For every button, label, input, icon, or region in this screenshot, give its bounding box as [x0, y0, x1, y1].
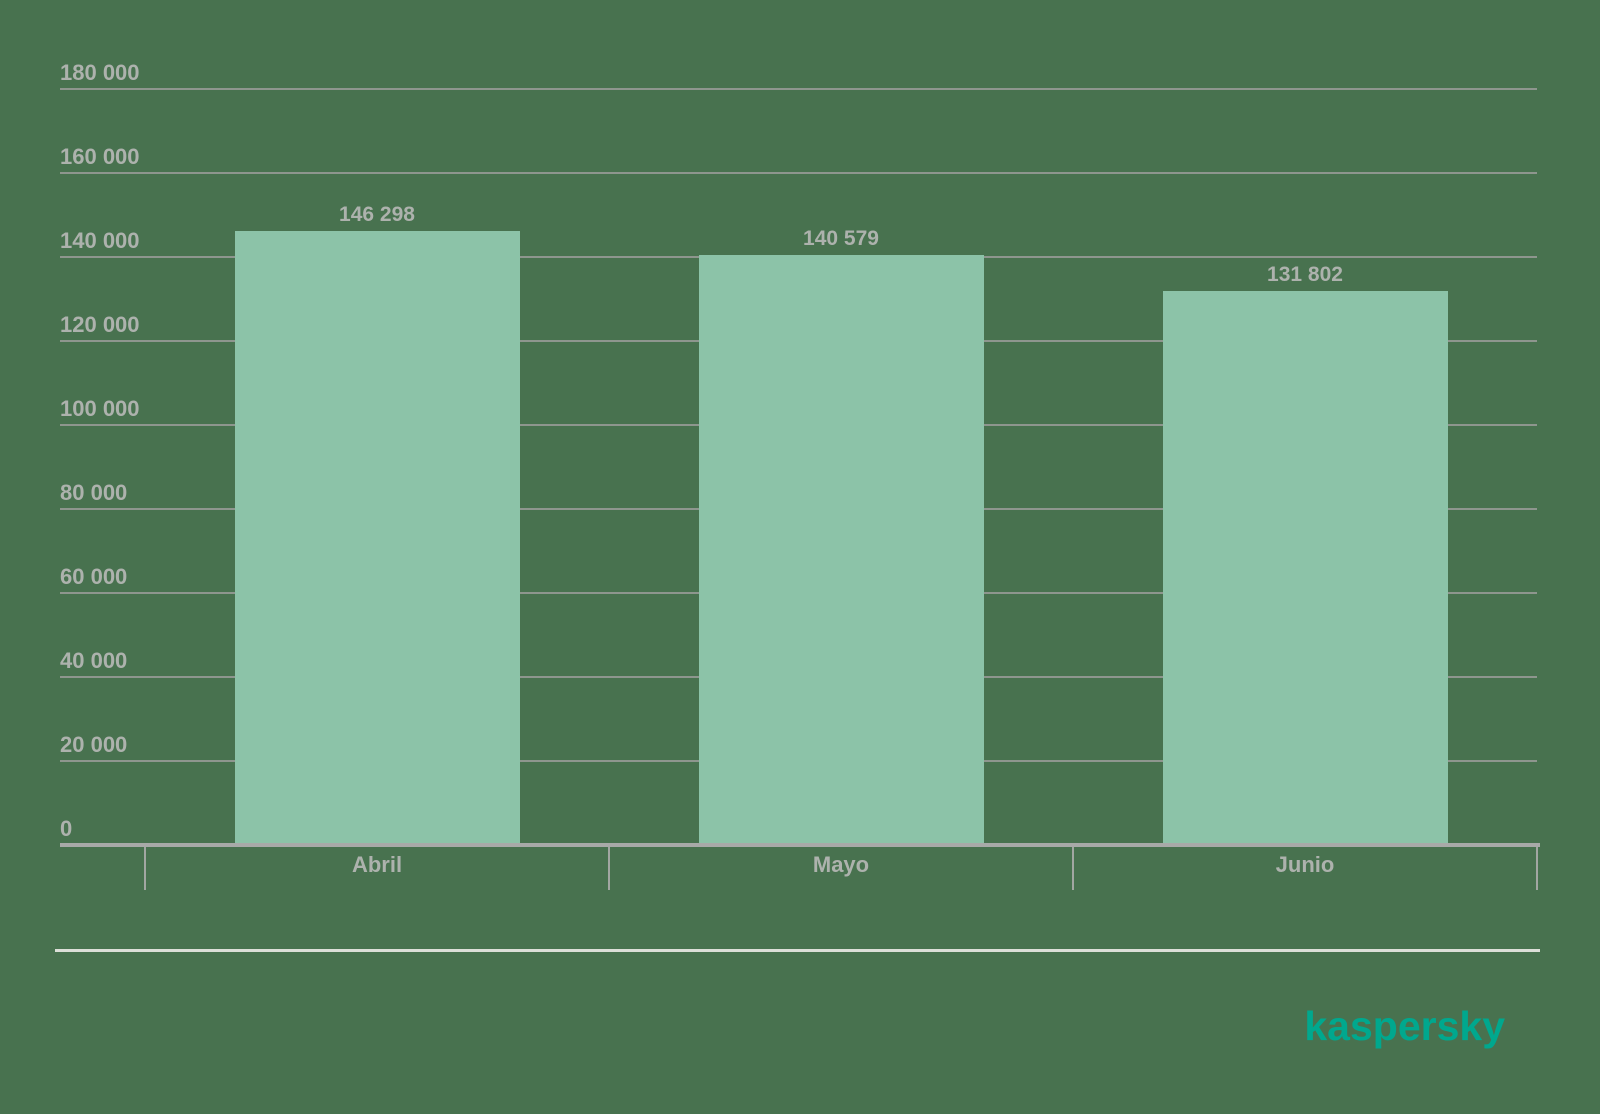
bar-value-label: 146 298 — [339, 202, 415, 226]
y-axis-tick-label: 0 — [60, 816, 73, 841]
category-separator — [1072, 847, 1074, 890]
y-axis-tick-label: 120 000 — [60, 312, 140, 337]
x-axis-line — [60, 843, 1540, 847]
y-axis-tick-label: 100 000 — [60, 396, 140, 421]
kaspersky-logo: kaspersky — [1304, 1003, 1505, 1049]
y-axis-tick-label: 80 000 — [60, 480, 128, 505]
category-separator — [144, 847, 146, 890]
category-separator — [608, 847, 610, 890]
y-axis-tick-label: 180 000 — [60, 60, 140, 85]
category-separator — [1536, 847, 1538, 890]
gridline — [60, 88, 1537, 90]
y-axis-tick-label: 160 000 — [60, 144, 140, 169]
bar-value-label: 140 579 — [803, 226, 879, 250]
x-axis-category-label: Mayo — [812, 852, 870, 877]
bar-mayo — [698, 254, 984, 845]
y-axis-tick-label: 140 000 — [60, 228, 140, 253]
x-axis-category-label: Junio — [1275, 852, 1335, 877]
y-axis-tick-label: 60 000 — [60, 564, 128, 589]
bar-junio — [1162, 291, 1448, 845]
gridline — [60, 172, 1537, 174]
bottom-divider-line — [55, 949, 1540, 952]
y-axis-tick-label: 40 000 — [60, 648, 128, 673]
x-axis-category-label: Abril — [351, 852, 403, 877]
bar-value-label: 131 802 — [1267, 263, 1343, 287]
y-axis-tick-label: 20 000 — [60, 732, 128, 757]
bar-abril — [234, 230, 520, 845]
